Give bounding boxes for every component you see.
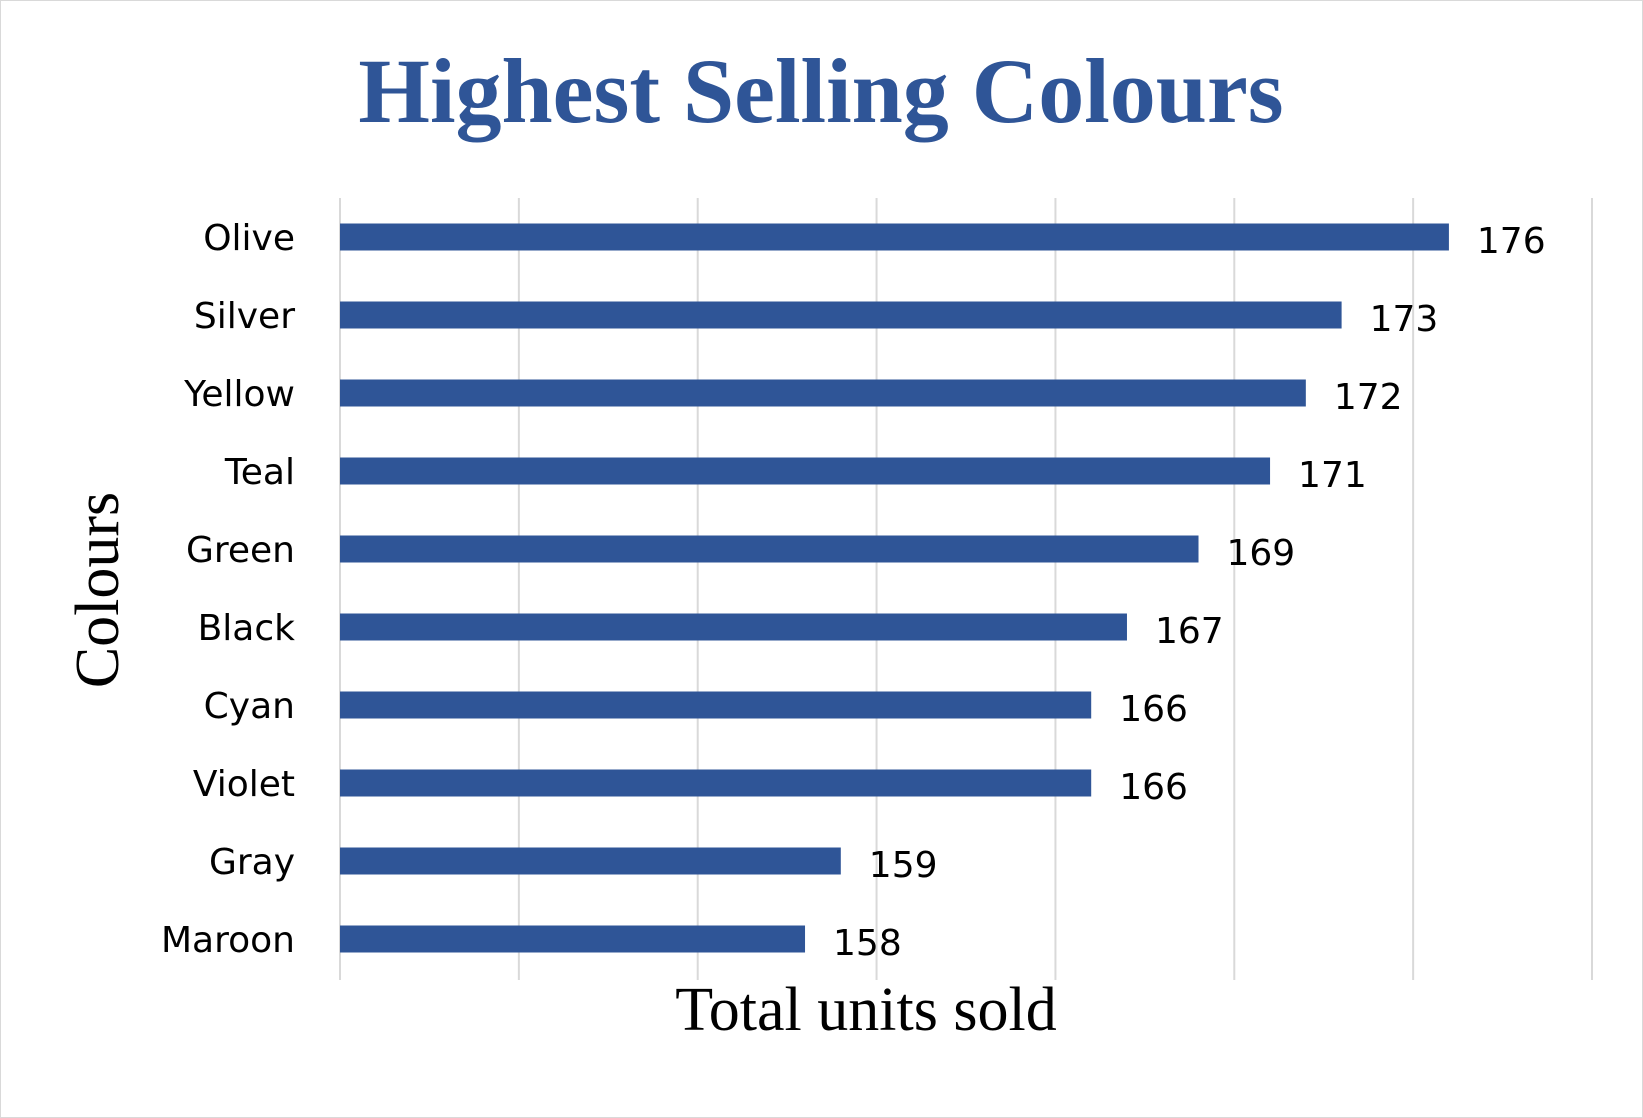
chart-title: Highest Selling Colours: [358, 40, 1283, 142]
x-axis-title: Total units sold: [675, 976, 1056, 1044]
bar-olive: [340, 223, 1449, 251]
bar-gray: [340, 847, 841, 875]
data-label: 166: [1119, 689, 1188, 730]
category-labels: Olive Silver Yellow Teal Green Black Cyan Viole…: [161, 218, 295, 961]
category-label: Yellow: [183, 374, 295, 415]
category-label: Olive: [203, 218, 295, 259]
category-label: Cyan: [204, 686, 295, 727]
data-label: 171: [1298, 455, 1367, 496]
bar-silver: [340, 301, 1342, 329]
category-label: Teal: [224, 452, 295, 493]
data-label: 173: [1370, 299, 1439, 340]
bars: [340, 223, 1449, 953]
category-label: Gray: [209, 842, 295, 883]
data-label: 158: [833, 923, 902, 964]
category-label: Silver: [194, 296, 295, 337]
bar-maroon: [340, 925, 806, 953]
category-label: Violet: [193, 764, 295, 805]
data-label: 159: [869, 845, 938, 886]
data-label: 172: [1334, 377, 1403, 418]
bar-green: [340, 535, 1199, 563]
category-label: Green: [186, 530, 295, 571]
bar-black: [340, 613, 1127, 641]
bar-teal: [340, 457, 1271, 485]
data-label: 169: [1227, 533, 1296, 574]
y-axis-title: Colours: [64, 492, 132, 688]
data-label: 176: [1477, 221, 1546, 262]
bar-yellow: [340, 379, 1306, 407]
bar-violet: [340, 769, 1092, 797]
data-label: 167: [1155, 611, 1224, 652]
category-label: Black: [198, 608, 296, 649]
bar-cyan: [340, 691, 1092, 719]
category-label: Maroon: [161, 920, 295, 961]
data-label: 166: [1119, 767, 1188, 808]
